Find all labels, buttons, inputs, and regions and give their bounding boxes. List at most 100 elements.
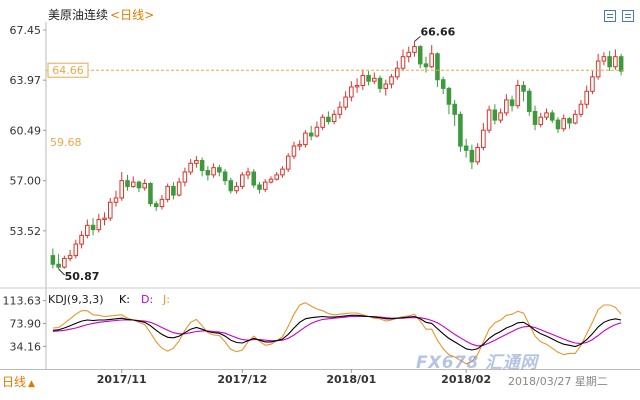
candle-body [417,46,423,65]
candle-body [354,85,360,88]
annotation-label: 66.66 [420,25,455,38]
candle-body [153,203,159,208]
candle-body [406,51,412,58]
x-tick-label: 2018/02 [441,373,491,386]
kdj-line-j [52,302,622,365]
candle-body [515,85,521,107]
candle-body [435,53,440,81]
candle-body [595,60,601,78]
candle-body [119,180,125,199]
y-tick-label: 57.00 [10,175,42,188]
candle-body [314,126,320,137]
kdj-line-k [52,314,622,351]
candle-body [532,110,538,125]
annotation-pointer [58,268,65,276]
candle-body [590,76,595,92]
candle-body [211,167,216,176]
candle-body [182,171,188,183]
chart-title: 美原油连续 <日线> [48,6,154,23]
candle-body [291,145,297,157]
candle-body [171,185,176,196]
annotation-label: 50.87 [65,270,100,283]
candle-body [561,118,567,130]
candle-body [257,184,262,190]
candle-body [165,185,170,200]
candle-body [85,224,90,236]
candle-body [538,116,544,125]
candle-body [475,146,480,163]
candle-body [366,74,371,82]
candle-body [205,170,211,176]
candle-body [544,112,549,118]
candle-body [102,217,107,221]
kdj-y-tick-label: 34.16 [10,340,42,353]
candle-body [274,174,280,180]
candle-body [578,103,584,115]
kdj-y-tick-label: 113.63 [3,295,42,308]
kdj-legend-d: D: [141,293,153,306]
candle-body [303,132,308,146]
candle-body [262,181,268,190]
candle-body [613,56,618,68]
candle-body [268,178,274,183]
period-selector[interactable]: 日线 ▲ [2,373,35,390]
candle-body [394,67,400,78]
candle-body [79,234,84,245]
candle-body [412,46,417,53]
candle-body [234,185,239,192]
candle-body [245,171,251,176]
candle-body [349,86,354,98]
candle-body [320,116,325,128]
kdj-legend-j: J: [162,293,170,306]
kdj-line-d [52,315,622,347]
y-tick-label: 67.45 [10,24,42,37]
y-tick-label: 53.52 [10,225,42,238]
annotation-pointer [414,36,421,42]
candle-body [125,180,130,187]
candle-body [194,159,199,164]
candle-body [486,109,492,131]
candle-body [251,171,257,186]
candle-body [360,74,366,87]
period-label: 日线 [2,375,27,389]
candle-body [400,56,406,69]
candle-body [601,56,607,62]
candle-body [481,129,486,148]
candle-body [452,103,457,115]
kdj-legend-k: K: [119,293,130,306]
candle-body [142,183,147,189]
window-icon[interactable] [622,10,634,22]
candle-body [331,113,337,123]
list-icon[interactable] [604,10,616,22]
candle-body [148,183,153,205]
candle-body [527,90,532,112]
candle-body [618,56,624,72]
candle-body [567,118,572,124]
kdj-title: KDJ(9,3,3) [48,293,104,306]
period-tag: <日线> [110,8,155,22]
candle-body [572,113,578,124]
candle-body [555,119,561,130]
candle-body [280,168,285,176]
x-tick-label: 2017/12 [217,373,267,386]
candle-body [337,106,343,115]
candle-body [62,257,67,268]
candle-body [509,99,515,107]
candle-body [73,243,79,257]
candle-body [136,181,142,189]
candle-body [389,76,394,85]
candle-body [285,155,291,170]
y-tick-label: 63.97 [10,74,42,87]
candle-body [90,224,96,231]
candle-body [56,263,61,268]
candle-body [584,90,589,105]
x-tick-label: 2018/01 [326,373,376,386]
candle-body [96,219,102,231]
left-value-label: 59.68 [50,136,82,149]
candle-body [240,174,245,187]
candle-body [50,255,56,265]
candle-body [176,181,182,196]
candle-body [188,162,193,173]
